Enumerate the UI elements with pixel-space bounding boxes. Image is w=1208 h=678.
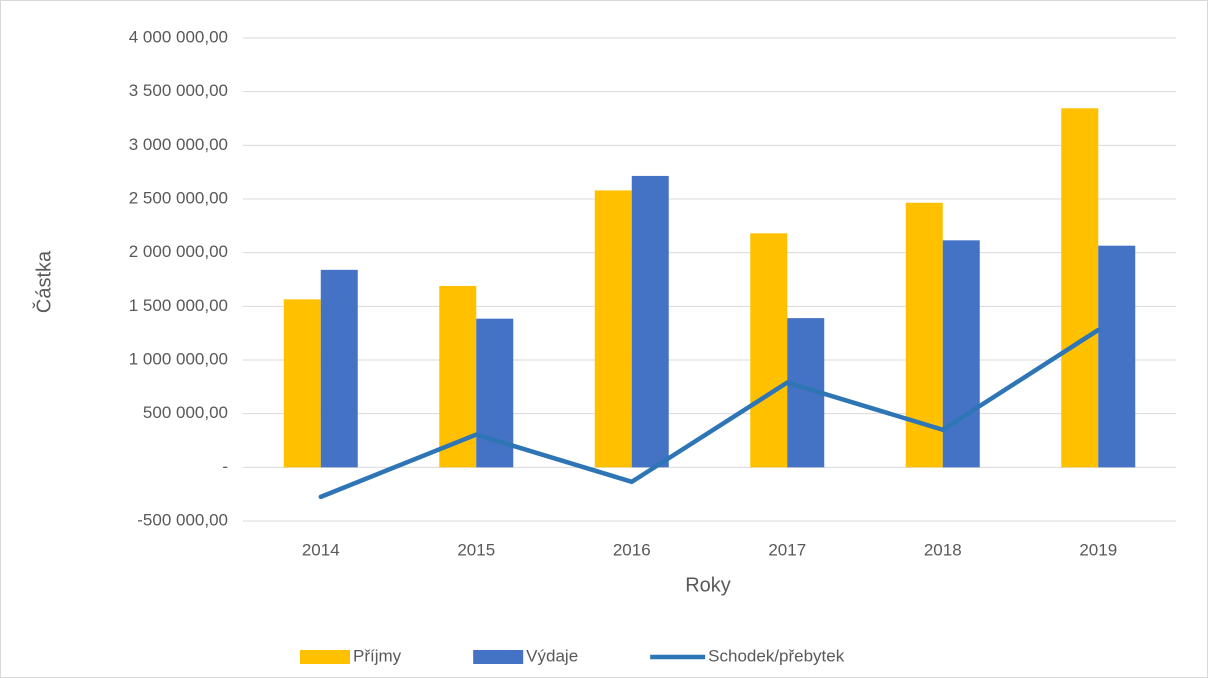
line [318, 327, 1101, 500]
x-tick-label: 2015 [457, 540, 495, 559]
bar [750, 233, 788, 468]
y-tick-label: - [222, 457, 228, 476]
bar [942, 240, 980, 468]
x-tick-label: 2018 [924, 540, 962, 559]
legend-label: Schodek/přebytek [708, 646, 845, 665]
y-tick-label: -500 000,00 [137, 510, 228, 529]
bar [1098, 245, 1136, 468]
bar [1061, 108, 1099, 468]
legend-label: Výdaje [526, 646, 578, 665]
y-tick-label: 1 000 000,00 [129, 349, 228, 368]
x-tick-label: 2017 [768, 540, 806, 559]
y-tick-label: 500 000,00 [143, 403, 228, 422]
legend-swatch [300, 650, 350, 664]
bar [631, 175, 669, 468]
y-tick-label: 2 000 000,00 [129, 242, 228, 261]
bar [594, 190, 632, 468]
y-tick-label: 3 500 000,00 [129, 81, 228, 100]
legend-swatch [473, 650, 524, 664]
bar [320, 269, 358, 468]
legend-label: Příjmy [353, 646, 402, 665]
y-axis-label: Částka [32, 250, 55, 313]
x-tick-label: 2019 [1079, 540, 1117, 559]
y-tick-label: 3 000 000,00 [129, 135, 228, 154]
x-tick-label: 2016 [613, 540, 651, 559]
x-tick-label: 2014 [302, 540, 340, 559]
x-axis-label: Roky [685, 574, 731, 596]
y-tick-label: 1 500 000,00 [129, 296, 228, 315]
y-tick-label: 4 000 000,00 [129, 27, 228, 46]
bar [283, 299, 321, 468]
y-tick-label: 2 500 000,00 [129, 188, 228, 207]
